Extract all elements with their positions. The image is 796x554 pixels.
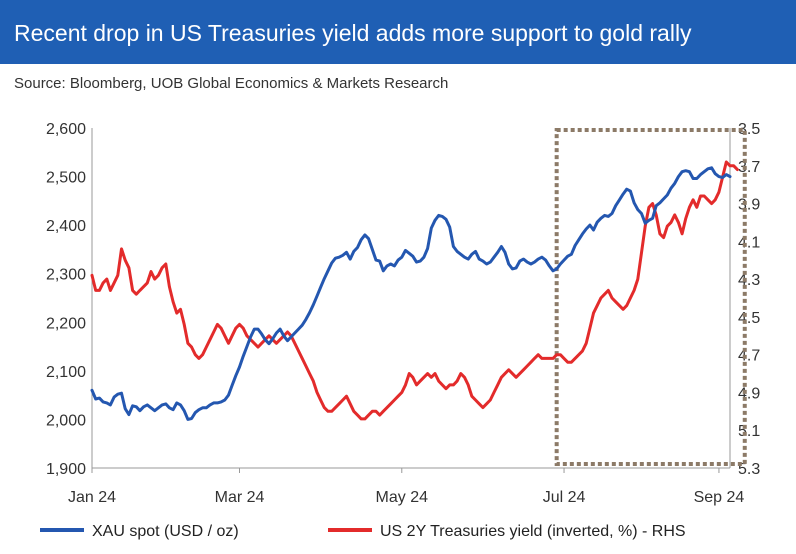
right-tick-label: 4.9 xyxy=(738,385,760,402)
x-tick-label: Jan 24 xyxy=(68,489,116,506)
x-tick-labels: Jan 24 Mar 24 May 24 Jul 24 Sep 24 xyxy=(68,468,744,506)
right-tick-labels: 3.53.73.94.14.34.54.74.95.15.3 xyxy=(738,121,760,478)
right-tick-label: 4.3 xyxy=(738,272,760,289)
right-tick-label: 4.1 xyxy=(738,234,760,251)
left-tick-label: 2,000 xyxy=(46,412,86,429)
left-tick-label: 2,500 xyxy=(46,170,86,187)
left-tick-label: 2,200 xyxy=(46,315,86,332)
x-tick-label: Sep 24 xyxy=(694,489,745,506)
left-tick-label: 2,600 xyxy=(46,121,86,138)
right-tick-label: 5.1 xyxy=(738,423,760,440)
series-layer xyxy=(90,160,739,421)
x-tick-label: May 24 xyxy=(376,489,429,506)
legend: XAU spot (USD / oz) US 2Y Treasuries yie… xyxy=(40,523,686,540)
left-tick-label: 1,900 xyxy=(46,461,86,478)
source-note: Source: Bloomberg, UOB Global Economics … xyxy=(14,75,449,92)
left-tick-label: 2,100 xyxy=(46,364,86,381)
right-tick-label: 4.5 xyxy=(738,310,760,327)
axes xyxy=(91,128,731,469)
title-banner: Recent drop in US Treasuries yield adds … xyxy=(0,0,796,64)
right-tick-label: 3.7 xyxy=(738,159,760,176)
right-tick-label: 5.3 xyxy=(738,461,760,478)
left-tick-label: 2,400 xyxy=(46,218,86,235)
x-tick-label: Mar 24 xyxy=(215,489,265,506)
left-tick-labels: 1,900 2,000 2,100 2,200 2,300 2,400 2,500 2,600 xyxy=(46,121,86,478)
legend-label-us2y: US 2Y Treasuries yield (inverted, %) - R… xyxy=(380,523,686,540)
right-tick-label: 4.7 xyxy=(738,348,760,365)
right-tick-label: 3.9 xyxy=(738,197,760,214)
series-line-xau xyxy=(90,166,732,421)
series-line-us2y xyxy=(90,160,739,421)
chart-title: Recent drop in US Treasuries yield adds … xyxy=(14,20,692,46)
x-tick-label: Jul 24 xyxy=(543,489,586,506)
legend-label-xau: XAU spot (USD / oz) xyxy=(92,523,239,540)
left-tick-label: 2,300 xyxy=(46,267,86,284)
highlight-box xyxy=(554,128,747,466)
